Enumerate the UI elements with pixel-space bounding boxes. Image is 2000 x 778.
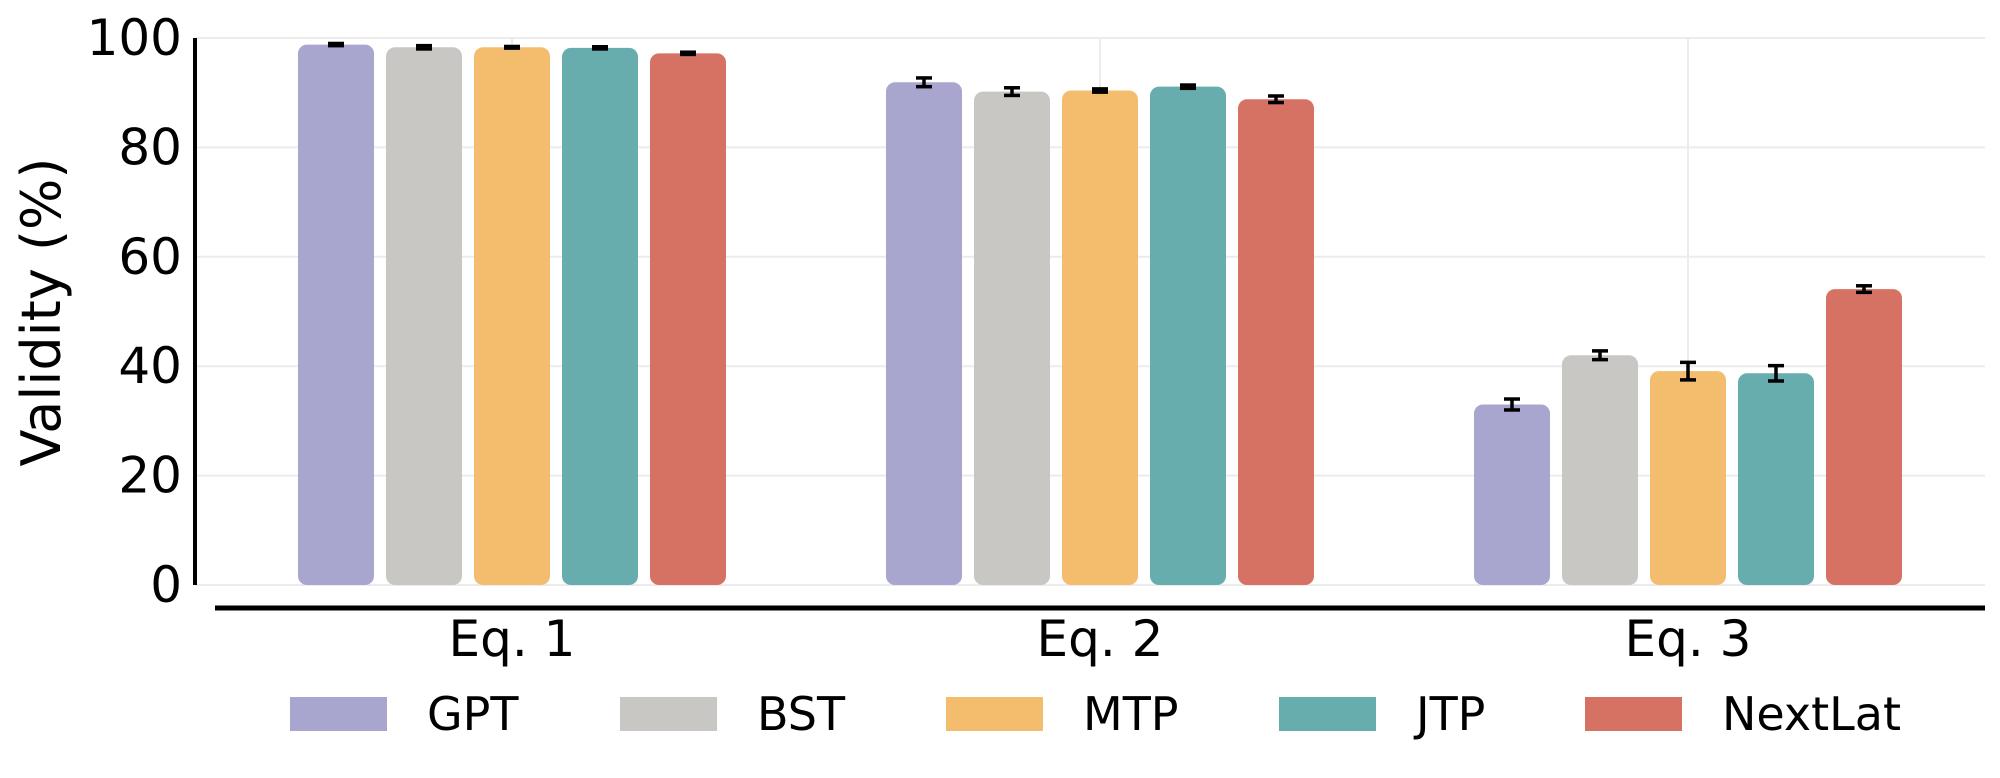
legend-swatch	[1585, 697, 1682, 731]
error-bar-gpt-2	[916, 76, 932, 89]
bar-gpt-3	[1474, 404, 1550, 585]
bar-bst-3	[1562, 355, 1638, 585]
bar-mtp-2	[1062, 90, 1138, 586]
legend-label: BST	[757, 687, 846, 741]
legend-label: MTP	[1083, 687, 1179, 741]
error-bar-bst-3	[1592, 349, 1608, 362]
error-bar-bst-2	[1004, 86, 1020, 98]
error-bar-gpt-3	[1504, 397, 1520, 412]
error-bar-nextlat-3	[1856, 284, 1872, 295]
bar-nextlat-3	[1826, 289, 1902, 585]
y-tick-label: 60	[118, 228, 182, 286]
y-tick-label: 20	[118, 447, 182, 505]
bar-bst-1	[386, 47, 462, 585]
bar-gpt-1	[298, 44, 374, 585]
x-axis: Eq. 1 Eq. 2 Eq. 3	[215, 605, 1985, 668]
bar-jtp-3	[1738, 373, 1814, 585]
legend-item-bst: BST	[620, 687, 846, 741]
x-tick-label: Eq. 1	[449, 610, 576, 668]
legend-item-nextlat: NextLat	[1585, 687, 1901, 741]
legend-swatch	[946, 697, 1043, 731]
error-bar-nextlat-2	[1268, 94, 1284, 105]
error-bar-bst-1	[416, 43, 432, 51]
y-axis-title: Validity (%)	[10, 158, 73, 467]
y-tick-label: 100	[87, 9, 182, 67]
error-bar-jtp-1	[592, 45, 608, 51]
bar-gpt-2	[886, 82, 962, 585]
y-tick-label: 80	[118, 118, 182, 176]
legend-swatch	[620, 697, 717, 731]
legend-item-gpt: GPT	[290, 687, 519, 741]
bar-jtp-2	[1150, 86, 1226, 586]
legend-label: GPT	[427, 687, 519, 741]
error-bar-jtp-3	[1768, 363, 1784, 383]
bar-nextlat-1	[650, 53, 726, 586]
error-bar-mtp-2	[1092, 87, 1108, 94]
legend-item-mtp: MTP	[946, 687, 1179, 741]
x-tick-label: Eq. 2	[1037, 610, 1164, 668]
x-tick-label: Eq. 3	[1625, 610, 1752, 668]
y-tick-label: 40	[118, 337, 182, 395]
y-axis: 0 20 40 60 80 100	[87, 9, 197, 614]
error-bar-mtp-1	[504, 44, 520, 50]
bars	[298, 44, 1902, 586]
y-tick-label: 0	[150, 556, 182, 614]
error-bar-nextlat-1	[680, 50, 696, 57]
bar-jtp-1	[562, 47, 638, 585]
bar-nextlat-2	[1238, 99, 1314, 585]
legend-item-jtp: JTP	[1279, 687, 1485, 741]
legend: GPT BST MTP JTP NextLat	[290, 687, 1901, 741]
bar-mtp-3	[1650, 371, 1726, 585]
bar-mtp-1	[474, 47, 550, 585]
legend-label: JTP	[1413, 687, 1485, 741]
legend-swatch	[1279, 697, 1376, 731]
legend-swatch	[290, 697, 387, 731]
error-bars	[328, 41, 1872, 412]
legend-label: NextLat	[1722, 687, 1901, 741]
error-bar-mtp-3	[1680, 360, 1696, 382]
error-bar-gpt-1	[328, 41, 344, 48]
bar-bst-2	[974, 91, 1050, 585]
error-bar-jtp-2	[1180, 83, 1196, 91]
